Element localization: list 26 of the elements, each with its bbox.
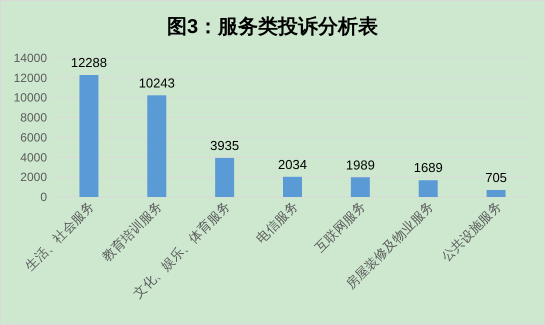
y-tick-label: 14000 bbox=[14, 51, 48, 65]
bar bbox=[215, 158, 234, 197]
y-tick-label: 2000 bbox=[20, 170, 48, 184]
bar bbox=[147, 95, 166, 197]
y-tick-label: 6000 bbox=[20, 130, 48, 144]
bar bbox=[79, 75, 98, 197]
data-label: 12288 bbox=[70, 55, 108, 70]
y-tick-label: 4000 bbox=[20, 150, 48, 164]
x-tick-label: 电信服务 bbox=[253, 198, 301, 246]
chart-title: 图3：服务类投诉分析表 bbox=[166, 15, 378, 38]
bar bbox=[418, 180, 438, 197]
data-label: 2034 bbox=[278, 156, 307, 172]
data-label: 10243 bbox=[138, 75, 175, 90]
bar bbox=[350, 177, 370, 197]
bar bbox=[283, 176, 302, 197]
y-tick-label: 12000 bbox=[14, 70, 48, 85]
y-tick-label: 10000 bbox=[14, 90, 48, 105]
bar bbox=[486, 190, 506, 197]
data-label: 705 bbox=[485, 170, 507, 185]
y-tick-label: 0 bbox=[40, 190, 48, 204]
data-label: 1989 bbox=[346, 157, 375, 172]
data-label: 3935 bbox=[210, 138, 240, 153]
y-tick-label: 8000 bbox=[20, 110, 48, 125]
x-tick-label: 互联网服务 bbox=[312, 198, 368, 256]
data-label: 1689 bbox=[414, 160, 443, 176]
x-tick-label: 公共设施服务 bbox=[438, 198, 504, 264]
